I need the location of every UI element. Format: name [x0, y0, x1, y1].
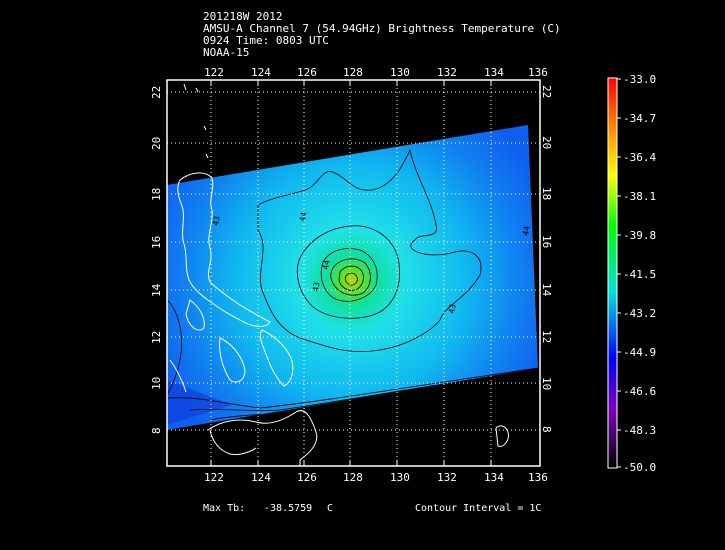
observation-time: 0924 Time: 0803 UTC [203, 34, 329, 47]
contour-label: 44 [321, 259, 332, 270]
colorbar-label: -46.6 [623, 385, 656, 398]
colorbar-label: -44.9 [623, 346, 656, 359]
lat-label-left: 14 [150, 283, 163, 297]
lat-label-left: 16 [150, 236, 163, 249]
colorbar-label: -34.7 [623, 112, 656, 125]
coastlines [169, 83, 509, 466]
colorbar-label: -38.1 [623, 190, 656, 203]
product-title: AMSU-A Channel 7 (54.94GHz) Brightness T… [203, 22, 561, 35]
lat-label-left: 22 [150, 86, 163, 99]
swath-band [167, 125, 538, 430]
coast-north-islets [183, 83, 209, 159]
lon-label-top: 126 [297, 66, 317, 79]
coast-islets [495, 425, 509, 447]
graticule [167, 80, 540, 466]
coast-palawan [169, 359, 187, 393]
lon-label-bottom: 134 [484, 471, 504, 484]
colorbar-label: -36.4 [623, 151, 656, 164]
lon-label-bottom: 128 [343, 471, 363, 484]
lat-label-left: 8 [150, 427, 163, 434]
colorbar-label: -50.0 [623, 461, 656, 474]
colorbar-label: -39.8 [623, 229, 656, 242]
lon-label-top: 132 [437, 66, 457, 79]
contour-label: 43 [447, 303, 458, 314]
contour-edge-2 [189, 369, 539, 411]
max-tb-label: Max Tb: [203, 503, 246, 514]
lon-label-bottom: 122 [204, 471, 224, 484]
contour-edge-1 [167, 367, 539, 409]
lat-label-left: 10 [150, 377, 163, 390]
lon-label-top: 128 [343, 66, 363, 79]
max-tb-unit: C [327, 503, 334, 514]
colorbar-label: -48.3 [623, 424, 656, 437]
lat-label-right: 10 [540, 377, 553, 390]
contour-interval: Contour Interval = 1C [415, 503, 542, 514]
lon-label-top: 130 [390, 66, 410, 79]
contour-label: 43 [211, 215, 222, 226]
contours [167, 148, 539, 421]
lon-label-bottom: 136 [528, 471, 548, 484]
lat-label-right: 14 [540, 283, 553, 297]
lat-label-right: 8 [540, 426, 553, 433]
contour-41 [330, 258, 371, 296]
lon-label-bottom: 130 [390, 471, 410, 484]
max-tb-value: -38.5759 [264, 503, 313, 514]
contour-43 [296, 225, 400, 319]
lat-label-right: 20 [540, 136, 553, 149]
contour-40 [338, 265, 364, 291]
lat-label-right: 16 [540, 235, 553, 248]
lon-label-bottom: 132 [437, 471, 457, 484]
contour-west [167, 299, 183, 396]
swath-edge-cold [167, 380, 232, 425]
contour-44-outer [257, 148, 482, 353]
lon-label-bottom: 124 [251, 471, 271, 484]
contour-label: 44 [521, 225, 532, 236]
contour-label: 44 [298, 211, 309, 222]
contour-edge-3 [209, 411, 301, 421]
lat-label-left: 12 [150, 331, 163, 344]
lon-label-top: 136 [528, 66, 548, 79]
lat-label-left: 18 [150, 188, 163, 201]
lat-label-left: 20 [150, 137, 163, 150]
storm-id: 201218W 2012 [203, 10, 283, 23]
colorbar [607, 77, 618, 469]
lat-label-right: 18 [540, 187, 553, 200]
colorbar-label: -33.0 [623, 73, 656, 86]
colorbar-label: -43.2 [623, 307, 656, 320]
coast-panay-negros [219, 337, 246, 383]
coast-luzon [177, 172, 271, 327]
map-frame [166, 79, 541, 467]
contour-39 [344, 272, 358, 286]
lat-label-right: 22 [540, 85, 553, 98]
coast-mindanao [207, 410, 318, 466]
colorbar-label: -41.5 [623, 268, 656, 281]
lon-label-top: 122 [204, 66, 224, 79]
lon-label-top: 124 [251, 66, 271, 79]
ticks [210, 80, 492, 466]
lat-label-right: 12 [540, 330, 553, 343]
contour-42 [320, 248, 378, 302]
contour-label: 43 [311, 281, 322, 292]
coast-mindoro [185, 299, 205, 331]
lon-label-top: 134 [484, 66, 504, 79]
coast-samar-leyte [259, 329, 294, 387]
colorbar-ticks [617, 78, 621, 468]
satellite-name: NOAA-15 [203, 46, 250, 59]
lon-label-bottom: 126 [297, 471, 317, 484]
